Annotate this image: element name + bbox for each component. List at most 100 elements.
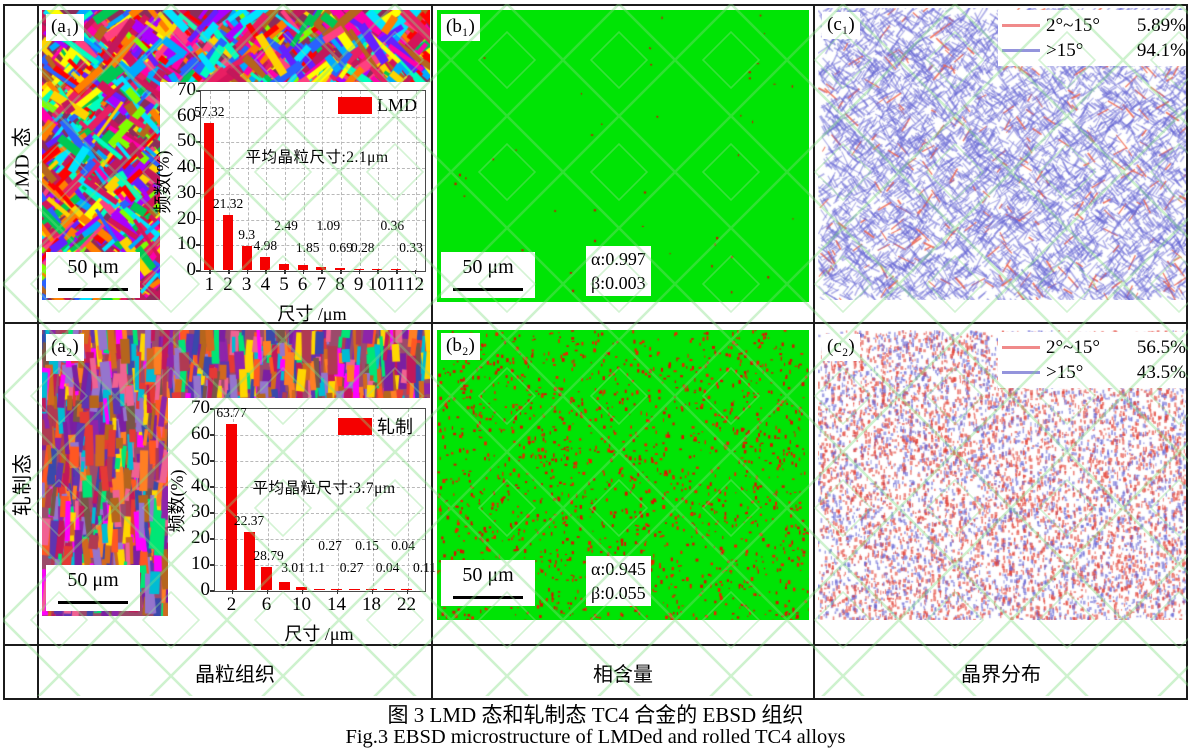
panel-tag-c2: (c₂) [822, 334, 860, 361]
beta-fraction: β:0.003 [591, 273, 646, 293]
legend-label: >15° [1046, 39, 1084, 61]
scale-bar: 50 μm [441, 560, 535, 606]
y-axis-title: 频数(%) [153, 150, 173, 214]
scale-bar-line [58, 601, 128, 604]
table-vline [431, 4, 433, 700]
beta-fraction: β:0.055 [591, 583, 646, 603]
table-vline [37, 4, 39, 700]
x-tick-mark [340, 270, 342, 274]
y-tick-label: 0 [200, 579, 211, 600]
scale-bar: 50 μm [46, 252, 140, 298]
x-tick-label: 10 [292, 594, 311, 615]
x-tick-mark [302, 270, 305, 274]
x-tick-label: 22 [397, 594, 416, 615]
x-tick-mark [246, 270, 249, 274]
legend-label: LMD [377, 95, 417, 115]
panel-tag-b2: (b₂) [441, 333, 480, 360]
bar [383, 588, 395, 590]
gridline [201, 142, 425, 144]
misorientation-legend-lmd: 2°~15° 5.89% >15° 94.1% [998, 10, 1191, 66]
x-tick-mark [265, 270, 267, 274]
table-hline [3, 322, 1188, 324]
legend-line-icon [1002, 346, 1040, 349]
column-label-phase-content: 相含量 [593, 664, 653, 686]
scale-bar-line [453, 596, 523, 599]
y-tick-label: 70 [191, 397, 210, 418]
y-tick-label: 70 [177, 79, 196, 100]
legend-row: 2°~15° 5.89% [1002, 13, 1188, 38]
bar-value-label: 0.04 [391, 538, 415, 553]
bar-value-label: 22.37 [233, 512, 265, 528]
bar-value-label: 0.36 [380, 218, 405, 233]
scale-bar: 50 μm [441, 252, 535, 298]
grain-size-chart-lmd: 0 10 20 30 40 50 60 70 1 2 3 4 5 6 7 8 9 10 11 12 57.32 21.32… [153, 79, 432, 324]
y-tick-mark [210, 564, 214, 566]
caption-en: Fig.3 EBSD microstructure of LMDed and r… [345, 726, 846, 748]
phase-fractions-lmd: α:0.997 β:0.003 [586, 246, 651, 296]
gridline [201, 193, 425, 195]
y-tick-mark [210, 460, 214, 462]
y-tick-mark [196, 270, 200, 272]
scale-bar: 50 μm [46, 565, 140, 611]
y-tick-mark [210, 486, 214, 488]
legend-label: 轧制 [377, 417, 413, 437]
x-tick-mark [414, 270, 417, 274]
panel-tag-a2: (a₂) [46, 334, 84, 361]
scale-bar-line [453, 288, 523, 291]
mean-grain-size-annotation: 平均晶粒尺寸:2.1μm [245, 149, 389, 166]
legend-label: >15° [1046, 361, 1084, 383]
y-tick-mark [196, 167, 200, 169]
x-tick-mark [321, 270, 323, 274]
y-tick-mark [210, 408, 214, 410]
scale-bar-label: 50 μm [67, 256, 119, 278]
bar-value-label: 0.33 [399, 240, 423, 255]
alpha-fraction: α:0.997 [591, 249, 646, 269]
y-tick-mark [196, 141, 200, 143]
x-tick-mark [266, 590, 268, 594]
x-tick-mark [336, 590, 338, 594]
bar [260, 257, 271, 270]
bar-value-label: 1.09 [316, 218, 341, 233]
grain-size-chart-rolled: 0 10 20 30 40 50 60 70 2 6 10 14 18 22 63.77 22.37 28.79… [167, 397, 436, 645]
y-tick-label: 0 [186, 259, 197, 280]
x-tick-mark [209, 270, 211, 274]
x-axis-title: 尺寸 /μm [284, 624, 354, 644]
x-tick-mark [231, 590, 233, 594]
legend-row: >15° 94.1% [1002, 38, 1188, 63]
bar-value-label: 57.32 [194, 103, 225, 119]
gridline [215, 461, 425, 462]
x-tick-mark [371, 590, 373, 594]
x-tick-mark [406, 590, 408, 594]
y-tick-mark [196, 218, 200, 221]
bar [348, 588, 360, 590]
chart-legend: LMD [338, 95, 417, 116]
bar-value-label: 21.32 [212, 196, 244, 212]
x-tick-label: 12 [405, 274, 425, 295]
y-tick-mark [210, 538, 214, 540]
x-tick-mark [228, 270, 230, 274]
chart-legend: 轧制 [338, 413, 413, 439]
y-tick-mark [210, 512, 214, 514]
legend-value: 43.5% [1136, 361, 1186, 383]
x-tick-label: 6 [261, 594, 272, 615]
legend-line-icon [1002, 49, 1040, 52]
x-tick-label: 2 [226, 594, 237, 615]
bar-value-label: 0.28 [350, 240, 375, 255]
legend-value: 56.5% [1136, 336, 1186, 358]
bar [313, 588, 325, 590]
gridline [201, 168, 425, 170]
panel-tag-a1: (a₁) [46, 14, 84, 41]
panel-tag-b1: (b₁) [441, 14, 480, 41]
bar-value-label: 4.98 [253, 238, 278, 254]
mean-grain-size-annotation: 平均晶粒尺寸:3.7μm [252, 480, 396, 497]
misorientation-legend-rolled: 2°~15° 56.5% >15° 43.5% [998, 332, 1191, 388]
bar-value-label: 63.77 [216, 405, 247, 421]
alpha-fraction: α:0.945 [591, 559, 646, 579]
scale-bar-label: 50 μm [462, 564, 514, 586]
legend-value: 94.1% [1136, 39, 1186, 61]
table-vline [813, 4, 815, 700]
y-tick-mark [196, 192, 200, 195]
phase-fractions-rolled: α:0.945 β:0.055 [586, 556, 651, 606]
legend-value: 5.89% [1136, 14, 1186, 36]
legend-line-icon [1002, 371, 1040, 374]
